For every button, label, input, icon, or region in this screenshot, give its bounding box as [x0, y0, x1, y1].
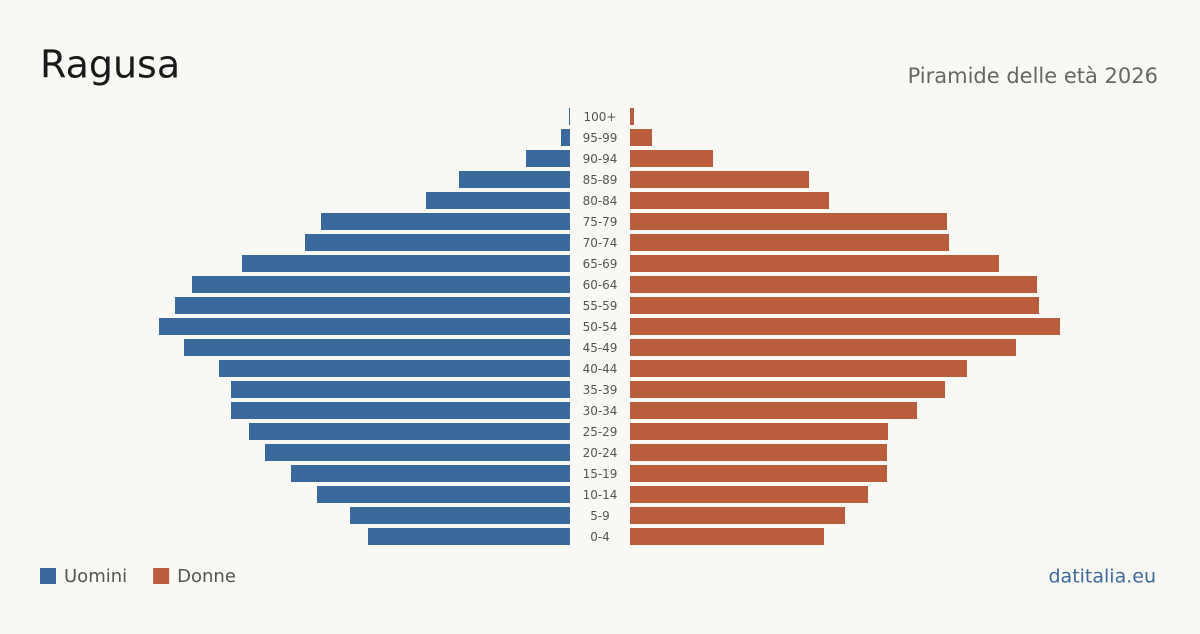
bar: [159, 318, 570, 335]
age-label: 30-34: [583, 404, 618, 418]
age-label: 90-94: [583, 152, 618, 166]
bar: [242, 255, 570, 272]
age-label: 55-59: [583, 299, 618, 313]
bar: [184, 339, 570, 356]
bar: [630, 318, 1060, 335]
bar: [630, 528, 824, 545]
source[interactable]: datitalia.eu: [1049, 566, 1157, 588]
bar: [630, 192, 829, 209]
bar: [630, 297, 1039, 314]
legend-swatch: [40, 568, 56, 584]
bar: [426, 192, 570, 209]
legend-label: Uomini: [64, 566, 127, 587]
bar: [192, 276, 570, 293]
bar: [630, 486, 868, 503]
age-label: 25-29: [583, 425, 618, 439]
bar: [219, 360, 570, 377]
bar: [175, 297, 570, 314]
age-label: 95-99: [583, 131, 618, 145]
bar: [350, 507, 570, 524]
age-label: 45-49: [583, 341, 618, 355]
age-label: 70-74: [583, 236, 618, 250]
age-label: 80-84: [583, 194, 618, 208]
age-label: 35-39: [583, 383, 618, 397]
age-label: 85-89: [583, 173, 618, 187]
bar: [459, 171, 570, 188]
bar: [630, 213, 947, 230]
bar: [317, 486, 570, 503]
bar: [291, 465, 570, 482]
age-label: 0-4: [590, 530, 610, 544]
age-label: 5-9: [590, 509, 610, 523]
age-label: 15-19: [583, 467, 618, 481]
bar: [630, 108, 634, 125]
bar: [368, 528, 570, 545]
age-label: 40-44: [583, 362, 618, 376]
bar: [265, 444, 570, 461]
age-label: 20-24: [583, 446, 618, 460]
legend-label: Donne: [177, 566, 236, 587]
bar: [321, 213, 570, 230]
bar: [630, 423, 888, 440]
bar: [630, 276, 1037, 293]
age-label: 60-64: [583, 278, 618, 292]
age-label: 65-69: [583, 257, 618, 271]
bar: [630, 360, 967, 377]
age-label: 50-54: [583, 320, 618, 334]
bar: [630, 255, 999, 272]
bar: [630, 171, 809, 188]
bar: [630, 150, 713, 167]
bar: [630, 507, 845, 524]
bar: [305, 234, 570, 251]
age-label: 75-79: [583, 215, 618, 229]
bar: [630, 381, 945, 398]
chart-subtitle: Piramide delle età 2026: [908, 64, 1158, 88]
bar: [630, 339, 1016, 356]
bar: [630, 402, 917, 419]
bar: [231, 381, 570, 398]
bar: [526, 150, 570, 167]
age-label: 10-14: [583, 488, 618, 502]
bar: [630, 234, 949, 251]
bar: [630, 444, 887, 461]
legend-swatch: [153, 568, 170, 584]
bar: [630, 465, 887, 482]
bar: [569, 108, 570, 125]
bar: [249, 423, 570, 440]
chart-title: Ragusa: [40, 43, 180, 87]
bar: [630, 129, 652, 146]
bar: [231, 402, 570, 419]
age-label: 100+: [584, 110, 617, 124]
bar: [561, 129, 570, 146]
